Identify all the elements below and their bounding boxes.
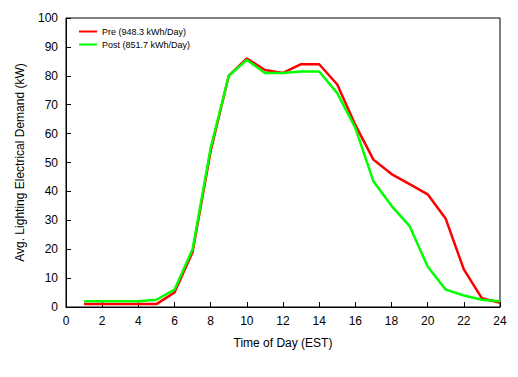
- svg-text:2: 2: [99, 314, 106, 328]
- svg-text:70: 70: [45, 98, 59, 112]
- svg-text:16: 16: [349, 314, 363, 328]
- svg-text:30: 30: [45, 213, 59, 227]
- svg-text:20: 20: [421, 314, 435, 328]
- svg-text:Avg. Lighting Electrical Deman: Avg. Lighting Electrical Demand (kW): [13, 63, 27, 262]
- svg-text:100: 100: [38, 11, 58, 25]
- svg-text:18: 18: [385, 314, 399, 328]
- svg-text:Time of Day (EST): Time of Day (EST): [234, 336, 333, 350]
- svg-text:Pre (948.3 kWh/Day): Pre (948.3 kWh/Day): [102, 27, 186, 37]
- svg-text:90: 90: [45, 40, 59, 54]
- svg-text:24: 24: [493, 314, 507, 328]
- svg-text:50: 50: [45, 156, 59, 170]
- svg-text:Post (851.7 kWh/Day): Post (851.7 kWh/Day): [102, 40, 190, 50]
- svg-text:40: 40: [45, 184, 59, 198]
- svg-text:80: 80: [45, 69, 59, 83]
- svg-text:10: 10: [240, 314, 254, 328]
- svg-text:10: 10: [45, 271, 59, 285]
- svg-text:0: 0: [51, 300, 58, 314]
- svg-text:0: 0: [63, 314, 70, 328]
- svg-text:20: 20: [45, 242, 59, 256]
- svg-text:4: 4: [135, 314, 142, 328]
- svg-text:14: 14: [312, 314, 326, 328]
- svg-text:8: 8: [207, 314, 214, 328]
- svg-text:22: 22: [457, 314, 471, 328]
- svg-text:12: 12: [276, 314, 290, 328]
- svg-text:60: 60: [45, 127, 59, 141]
- svg-text:6: 6: [171, 314, 178, 328]
